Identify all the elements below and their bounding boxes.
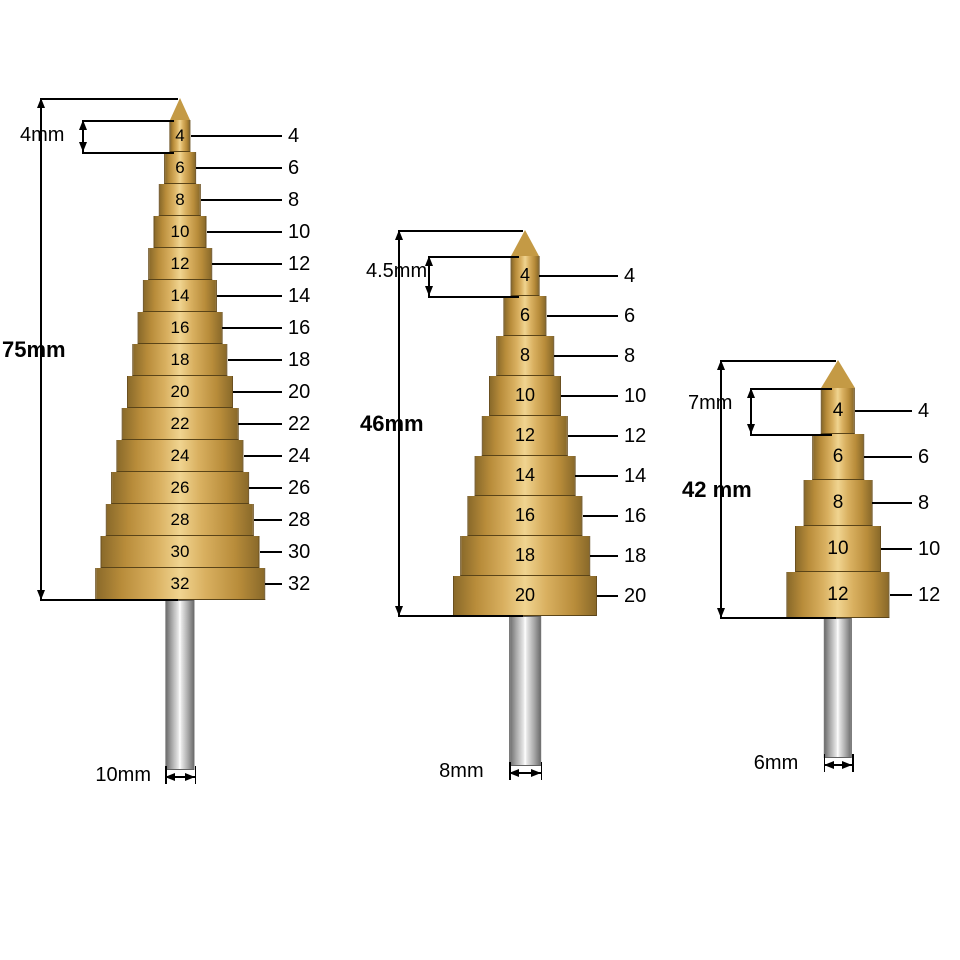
bit-small-callout-10: 10 [881, 537, 940, 561]
bit-small-callout-4: 4 [855, 399, 929, 423]
bit-small-shank-width-label: 6mm [754, 752, 798, 775]
bit-small-callout-text-12: 12 [918, 584, 940, 607]
bit-small-callout-text-4: 4 [918, 400, 929, 423]
bit-small-step-label-4: 4 [833, 400, 844, 422]
bit-small-step-4: 4 [821, 388, 855, 434]
bit-small-callout-8: 8 [872, 491, 929, 515]
bit-small-callout-text-10: 10 [918, 538, 940, 561]
callout-line [864, 456, 912, 458]
bit-small-step-12: 12 [786, 572, 889, 618]
callout-line [890, 594, 912, 596]
bit-small-tip [821, 360, 855, 388]
callout-line [855, 410, 912, 412]
bit-small-step-label-10: 10 [827, 538, 848, 560]
bit-small-step-8: 8 [804, 480, 873, 526]
bit-small-step-label-6: 6 [833, 446, 844, 468]
callout-line [881, 548, 912, 550]
callout-line [872, 502, 912, 504]
bit-small-step-10: 10 [795, 526, 881, 572]
bit-small-step-pitch-label: 7mm [688, 392, 732, 415]
bit-small-shank [824, 618, 852, 758]
bit-small: 4 4 6 6 8 8 10 10 12 12 42 mm 7mm 6mm [0, 0, 960, 960]
bit-small-step-label-12: 12 [827, 584, 848, 606]
bit-small-callout-12: 12 [890, 583, 941, 607]
bit-small-callout-6: 6 [864, 445, 929, 469]
bit-small-step-6: 6 [812, 434, 864, 480]
bit-small-total-length-label: 42 mm [682, 477, 752, 503]
bit-small-callout-text-6: 6 [918, 446, 929, 469]
bit-small-step-label-8: 8 [833, 492, 844, 514]
bit-small-callout-text-8: 8 [918, 492, 929, 515]
